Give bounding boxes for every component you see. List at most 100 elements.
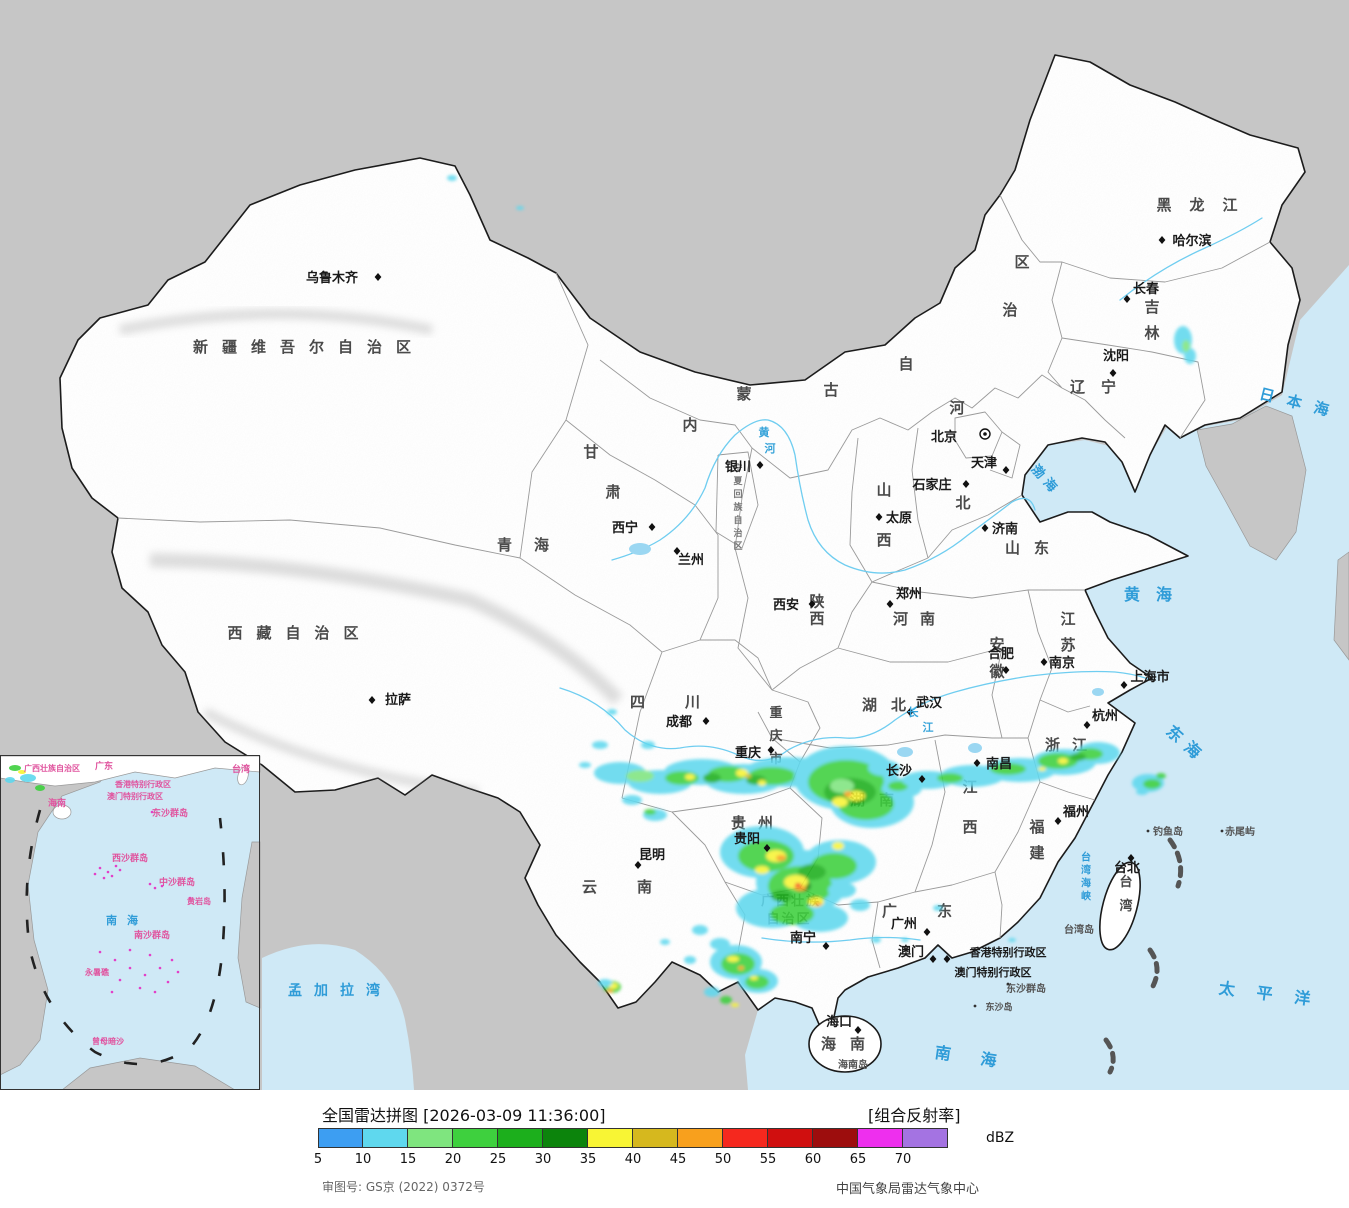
city-label: 沈阳 (1103, 348, 1129, 364)
city-label: 海口 (826, 1014, 852, 1030)
inset-island-dot (128, 966, 132, 970)
legend-value: 5 (313, 1152, 323, 1167)
inset-label: 南海 (106, 913, 148, 927)
legend-cell (903, 1128, 948, 1148)
agency-credit: 中国气象局雷达气象中心 (836, 1182, 980, 1197)
river-label: 黄 (759, 425, 770, 439)
city-marker (973, 759, 981, 767)
city-label: 澳门 (898, 944, 924, 960)
city-label: 南宁 (790, 930, 816, 946)
city-label: 台北 (1114, 860, 1140, 876)
city-marker (1040, 658, 1048, 666)
radar-echo (850, 899, 870, 911)
city-label: 南京 (1049, 655, 1075, 671)
dongting-lake (897, 747, 913, 757)
inset-island-dot (166, 980, 170, 984)
province-label: 海南 (821, 1035, 879, 1053)
radar-echo (710, 938, 730, 950)
qinghai-lake (629, 543, 651, 555)
inset-dot-layer (93, 810, 192, 1042)
legend-value: 40 (624, 1152, 642, 1167)
river-label: 长 (908, 705, 920, 719)
radar-echo (703, 773, 721, 783)
city-marker (822, 942, 830, 950)
legend-value: 55 (759, 1152, 777, 1167)
city-marker (943, 955, 951, 963)
radar-echo (704, 987, 720, 997)
city-marker (1109, 369, 1117, 377)
inset-island-dot (98, 866, 102, 870)
legend-cell (723, 1128, 768, 1148)
island-dot (1220, 829, 1224, 833)
city-marker (923, 928, 931, 936)
inset-label: 南沙群岛 (134, 929, 170, 941)
radar-echo (660, 939, 670, 945)
city-marker (1127, 854, 1135, 862)
radar-echo (1136, 789, 1148, 795)
bay-of-bengal-area (262, 944, 414, 1090)
island-label: 海南岛 (838, 1058, 868, 1071)
radar-echo (745, 774, 751, 778)
inset-radar-layer (5, 765, 45, 791)
inset-island-dot (102, 876, 106, 880)
inset-taiwan (237, 766, 249, 786)
province-label: 肃 (605, 483, 620, 501)
radar-echo (1143, 779, 1161, 789)
inset-island-dot (138, 986, 142, 990)
legend-cell (408, 1128, 453, 1148)
inset-label: 台湾 (232, 763, 250, 775)
province-label: 自 (898, 355, 913, 373)
radar-echo (727, 956, 739, 962)
radar-echo (1058, 758, 1068, 764)
island-label: 东沙岛 (985, 1001, 1012, 1013)
radar-echo (755, 866, 769, 874)
radar-echo (814, 902, 822, 906)
city-marker (808, 600, 816, 608)
inset-border (0, 755, 260, 1090)
radar-echo-layer (447, 175, 1196, 1007)
province-label: 安徽 (988, 636, 1005, 681)
inset-island-dot (143, 973, 147, 977)
city-marker (756, 461, 764, 469)
city-label: 长春 (1133, 281, 1160, 297)
inset-island-dot (153, 886, 157, 890)
island-label: 东沙群岛 (1006, 982, 1046, 995)
radar-echo (516, 206, 524, 210)
legend-value: 70 (894, 1152, 912, 1167)
city-marker (918, 775, 926, 783)
island-dot (973, 1004, 977, 1008)
inset-label: 黄岩岛 (187, 896, 211, 906)
province-label: 辽宁 (1070, 378, 1132, 396)
province-label: 云南 (582, 878, 692, 896)
island-label: 台湾岛 (1064, 923, 1094, 936)
radar-echo (933, 905, 943, 911)
legend-value: 45 (669, 1152, 687, 1167)
radar-echo (798, 864, 826, 880)
city-marker (374, 273, 382, 281)
map-approval-number: 审图号: GS京 (2022) 0372号 (322, 1180, 485, 1194)
city-label: 银川 (725, 459, 751, 475)
province-label: 江苏 (1060, 610, 1075, 654)
city-label: 西安 (773, 597, 799, 613)
radar-echo (684, 956, 696, 964)
product-title: 全国雷达拼图 [2026-03-09 11:36:00] (322, 1106, 606, 1125)
city-marker (1158, 236, 1166, 244)
inset-island-dot (110, 990, 114, 994)
city-marker (886, 600, 894, 608)
inset-hainan (52, 804, 72, 820)
inset-label: 香港特别行政区 (114, 779, 171, 789)
city-marker (981, 524, 989, 532)
product-type: [组合反射率] (868, 1106, 961, 1125)
legend-cell (813, 1128, 858, 1148)
city-label: 重庆 (735, 745, 761, 761)
legend-value: 35 (579, 1152, 597, 1167)
radar-echo (9, 765, 21, 771)
radar-echo (990, 763, 1026, 775)
city-marker (763, 844, 771, 852)
